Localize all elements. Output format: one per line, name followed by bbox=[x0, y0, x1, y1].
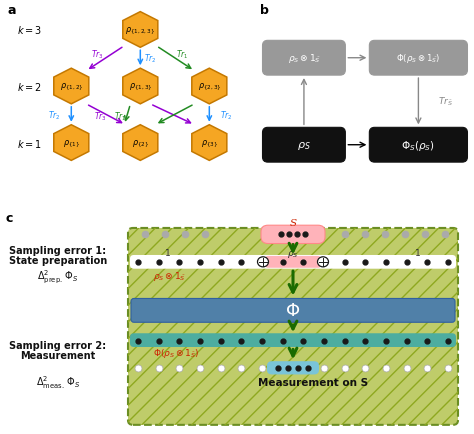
Text: $\rho_S$: $\rho_S$ bbox=[287, 249, 299, 260]
Text: $Tr_2$: $Tr_2$ bbox=[220, 109, 233, 121]
Polygon shape bbox=[192, 125, 227, 161]
Polygon shape bbox=[123, 13, 158, 48]
Text: $Tr_1$: $Tr_1$ bbox=[176, 48, 189, 60]
Text: $\Delta^2_{\rm meas.}\,\Phi_S$: $\Delta^2_{\rm meas.}\,\Phi_S$ bbox=[36, 374, 80, 390]
Text: Measurement: Measurement bbox=[20, 350, 96, 360]
Text: c: c bbox=[5, 212, 12, 225]
FancyBboxPatch shape bbox=[263, 128, 346, 163]
Text: a: a bbox=[7, 4, 16, 17]
Text: $Tr_2$: $Tr_2$ bbox=[48, 109, 60, 121]
Text: $\rho_S$: $\rho_S$ bbox=[297, 139, 311, 151]
Polygon shape bbox=[54, 125, 89, 161]
Text: Sampling error 2:: Sampling error 2: bbox=[9, 340, 107, 350]
Text: $\Phi_S(\rho_S)$: $\Phi_S(\rho_S)$ bbox=[401, 138, 435, 152]
Text: b: b bbox=[260, 4, 269, 17]
Text: 1: 1 bbox=[165, 249, 171, 258]
Text: $\Delta^2_{\rm prep.}\,\Phi_S$: $\Delta^2_{\rm prep.}\,\Phi_S$ bbox=[37, 268, 79, 286]
Circle shape bbox=[318, 257, 328, 267]
Text: $\rho_{\{1,3\}}$: $\rho_{\{1,3\}}$ bbox=[128, 82, 152, 92]
Text: $\Phi(\rho_S \otimes 1_{\bar{S}})$: $\Phi(\rho_S \otimes 1_{\bar{S}})$ bbox=[396, 52, 441, 65]
Text: Sampling error 1:: Sampling error 1: bbox=[9, 245, 107, 255]
Text: $Tr_{\bar{S}}$: $Tr_{\bar{S}}$ bbox=[438, 96, 453, 108]
FancyBboxPatch shape bbox=[261, 226, 325, 244]
Text: $\rho_{\{1,2\}}$: $\rho_{\{1,2\}}$ bbox=[60, 82, 83, 92]
Text: Measurement on S: Measurement on S bbox=[258, 377, 368, 387]
Text: $k=2$: $k=2$ bbox=[17, 81, 42, 93]
FancyBboxPatch shape bbox=[265, 256, 321, 268]
FancyBboxPatch shape bbox=[267, 362, 319, 375]
Text: $\rho_S \otimes 1_{\bar{S}}$: $\rho_S \otimes 1_{\bar{S}}$ bbox=[153, 270, 186, 283]
Text: $\Phi$: $\Phi$ bbox=[285, 302, 301, 319]
Polygon shape bbox=[123, 69, 158, 105]
Text: $\rho_{\{2,3\}}$: $\rho_{\{2,3\}}$ bbox=[198, 82, 221, 92]
Polygon shape bbox=[192, 69, 227, 105]
Text: $\rho_{\{3\}}$: $\rho_{\{3\}}$ bbox=[201, 138, 218, 148]
Polygon shape bbox=[54, 69, 89, 105]
FancyBboxPatch shape bbox=[130, 255, 456, 269]
Circle shape bbox=[257, 257, 268, 267]
Text: $\rho_{\{1\}}$: $\rho_{\{1\}}$ bbox=[63, 138, 80, 148]
Text: $\Phi(\rho_S \otimes 1_{\bar{S}})$: $\Phi(\rho_S \otimes 1_{\bar{S}})$ bbox=[153, 346, 200, 359]
FancyBboxPatch shape bbox=[131, 299, 455, 322]
Text: $Tr_3$: $Tr_3$ bbox=[91, 48, 104, 60]
Text: $Tr_3$: $Tr_3$ bbox=[94, 110, 107, 122]
Text: $Tr_1$: $Tr_1$ bbox=[114, 110, 127, 122]
Text: $k=1$: $k=1$ bbox=[17, 137, 42, 149]
Text: $\rho_{\{1,2,3\}}$: $\rho_{\{1,2,3\}}$ bbox=[125, 25, 155, 36]
FancyBboxPatch shape bbox=[369, 128, 467, 163]
Text: $\rho_{\{2\}}$: $\rho_{\{2\}}$ bbox=[132, 138, 149, 148]
Text: $\rho_S \otimes 1_{\bar{S}}$: $\rho_S \otimes 1_{\bar{S}}$ bbox=[288, 52, 320, 65]
FancyBboxPatch shape bbox=[128, 228, 458, 425]
Text: $Tr_2$: $Tr_2$ bbox=[144, 53, 156, 65]
Text: State preparation: State preparation bbox=[9, 256, 107, 265]
FancyBboxPatch shape bbox=[130, 333, 456, 347]
Polygon shape bbox=[123, 125, 158, 161]
Text: $k=3$: $k=3$ bbox=[17, 24, 42, 36]
FancyBboxPatch shape bbox=[369, 41, 467, 76]
FancyBboxPatch shape bbox=[263, 41, 346, 76]
Text: 1: 1 bbox=[415, 249, 421, 258]
Text: S: S bbox=[290, 218, 297, 227]
